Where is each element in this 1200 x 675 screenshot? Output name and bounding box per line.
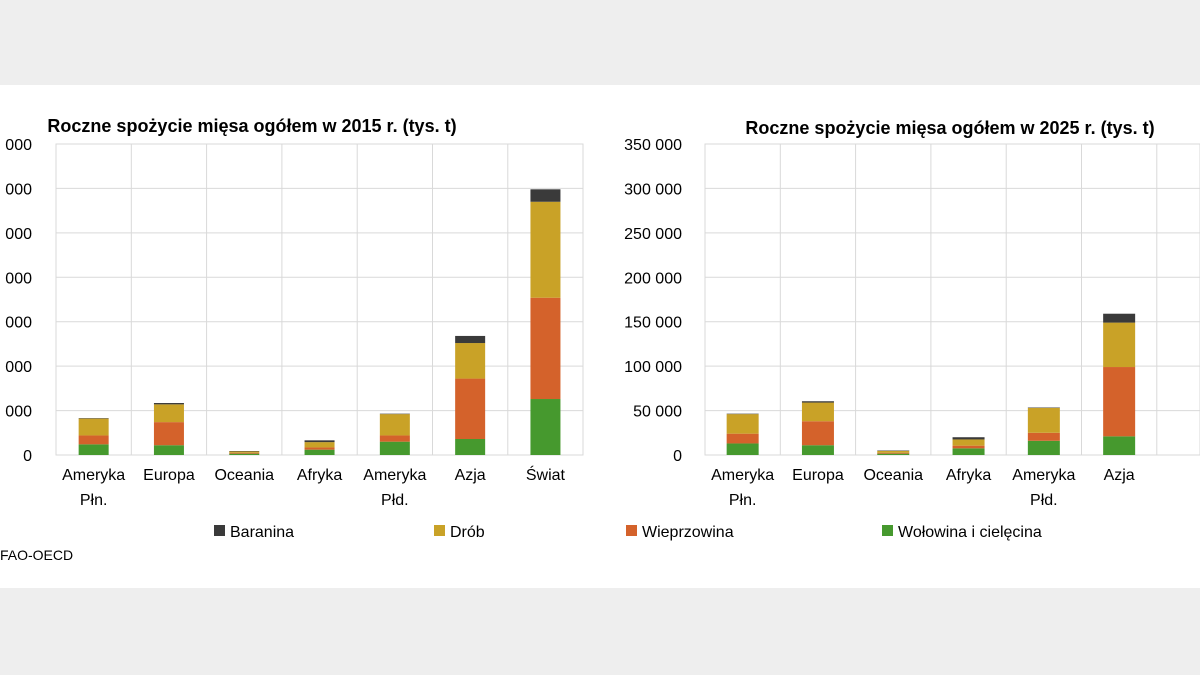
bar-segment [1027,407,1060,433]
category-label: Świat [526,465,566,484]
charts-figure: Roczne spożycie mięsa ogółem w 2015 r. (… [0,116,1200,563]
legend-swatch [214,525,225,536]
category-label: Oceania [863,467,923,484]
bar-segment [877,452,910,454]
chart-title: Roczne spożycie mięsa ogółem w 2015 r. (… [47,116,456,136]
category-label: Europa [792,467,844,484]
bar-segment [1027,440,1060,455]
bar-segment [78,435,109,445]
bar-segment [952,437,985,440]
y-tick-label: 000 [5,137,32,154]
bar-segment [1027,432,1060,441]
category-label: Płd. [1030,492,1058,509]
y-tick-label: 000 [5,226,32,243]
legend-label: Wołowina i cielęcina [898,524,1042,541]
bar-segment [153,445,184,455]
y-tick-label: 100 000 [624,359,682,376]
category-label: Ameryka [711,467,774,484]
bar-segment [530,189,561,202]
category-label: Afryka [297,467,342,484]
category-label: Oceania [214,467,274,484]
bar-segment [952,448,985,455]
bar-segment [229,453,260,455]
bar-segment [78,418,109,436]
bar-segment [304,442,335,448]
bar-segment [379,414,410,436]
y-tick-label: 50 000 [633,404,682,421]
bar-segment [801,401,834,403]
bar-segment [530,399,561,455]
bar-segment [530,297,561,400]
bar-segment [726,443,759,455]
bar-segment [229,452,260,454]
bar-segment [877,453,910,455]
bar-segment [229,451,260,453]
bar-segment [153,404,184,423]
bar-segment [379,435,410,442]
y-tick-label: 000 [5,270,32,287]
bar-segment [153,422,184,446]
chart-title: Roczne spożycie mięsa ogółem w 2025 r. (… [745,118,1154,138]
category-label: Europa [143,467,195,484]
y-tick-label: 0 [673,448,682,465]
bar-segment [877,451,910,453]
y-tick-label: 150 000 [624,315,682,332]
bar-segment [304,440,335,443]
bar-segment [952,439,985,446]
category-label: Płn. [729,492,757,509]
bar-segment [455,343,486,379]
bar-segment [379,441,410,455]
figure-panel: Roczne spożycie mięsa ogółem w 2015 r. (… [0,85,1200,588]
legend-swatch [626,525,637,536]
y-tick-label: 350 000 [624,137,682,154]
source-note: FAO-OECD [0,547,73,563]
bar-segment [1103,322,1136,368]
y-tick-label: 000 [5,315,32,332]
category-label: Afryka [946,467,991,484]
y-tick-label: 250 000 [624,226,682,243]
y-tick-label: 300 000 [624,181,682,198]
category-label: Ameryka [363,467,426,484]
y-tick-label: 0 [23,448,32,465]
legend-label: Baranina [230,524,294,541]
bar-segment [801,445,834,455]
y-tick-label: 000 [5,181,32,198]
category-label: Azja [1104,467,1135,484]
bar-segment [455,439,486,455]
category-label: Ameryka [62,467,125,484]
bar-segment [455,335,486,344]
category-label: Ameryka [1012,467,1075,484]
category-label: Płn. [80,492,108,509]
legend-swatch [434,525,445,536]
legend-label: Wieprzowina [642,524,734,541]
bar-segment [1103,313,1136,323]
y-tick-label: 200 000 [624,270,682,287]
bar-segment [78,444,109,455]
bar-segment [304,449,335,455]
bar-segment [726,414,759,434]
legend-label: Drób [450,524,485,541]
bar-segment [952,445,985,449]
bar-segment [304,447,335,450]
bar-segment [801,421,834,446]
bar-segment [530,201,561,298]
y-tick-label: 000 [5,404,32,421]
bar-segment [1103,367,1136,437]
legend-swatch [882,525,893,536]
bar-segment [801,402,834,422]
bar-segment [1103,436,1136,455]
y-tick-label: 000 [5,359,32,376]
category-label: Płd. [381,492,409,509]
plot-area [55,143,584,456]
category-label: Azja [455,467,486,484]
bar-segment [153,403,184,405]
bar-segment [455,378,486,440]
bar-segment [726,433,759,444]
